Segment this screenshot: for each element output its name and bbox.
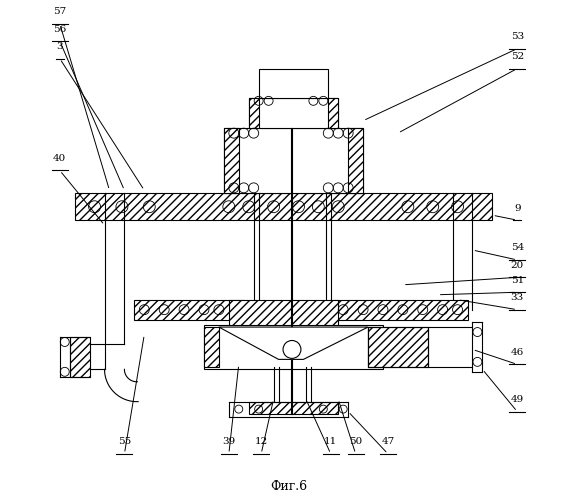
Bar	[134, 300, 243, 320]
Bar	[258, 68, 328, 98]
Bar	[334, 300, 467, 320]
Bar	[249, 402, 338, 414]
Bar	[204, 327, 219, 367]
Bar	[249, 98, 338, 128]
Text: 11: 11	[324, 438, 338, 446]
Text: 57: 57	[53, 8, 66, 16]
Text: 56: 56	[53, 24, 66, 34]
Text: 20: 20	[511, 261, 524, 270]
Bar	[368, 327, 428, 367]
Text: 39: 39	[222, 438, 235, 446]
Bar	[224, 128, 239, 193]
Bar	[229, 300, 338, 327]
Bar	[348, 128, 363, 193]
Circle shape	[283, 340, 301, 358]
Bar	[70, 337, 89, 377]
Text: 51: 51	[511, 276, 524, 285]
Bar	[249, 98, 258, 128]
Polygon shape	[219, 327, 368, 360]
Text: 12: 12	[254, 438, 268, 446]
Text: Фиг.6: Фиг.6	[270, 480, 307, 492]
Text: 49: 49	[511, 395, 524, 404]
Text: 52: 52	[511, 52, 524, 61]
Bar	[368, 327, 383, 367]
Text: 54: 54	[511, 244, 524, 252]
Text: 33: 33	[511, 293, 524, 302]
Text: 9: 9	[514, 204, 520, 212]
Bar	[328, 98, 338, 128]
Text: 3: 3	[57, 42, 63, 51]
Text: 47: 47	[381, 438, 395, 446]
Text: 55: 55	[118, 438, 131, 446]
Text: 53: 53	[511, 32, 524, 41]
Bar	[224, 128, 363, 193]
Text: 46: 46	[511, 348, 524, 357]
Bar	[204, 324, 383, 370]
Bar	[368, 327, 428, 367]
Text: 50: 50	[349, 438, 362, 446]
Bar	[74, 193, 492, 220]
Text: 40: 40	[53, 154, 66, 163]
